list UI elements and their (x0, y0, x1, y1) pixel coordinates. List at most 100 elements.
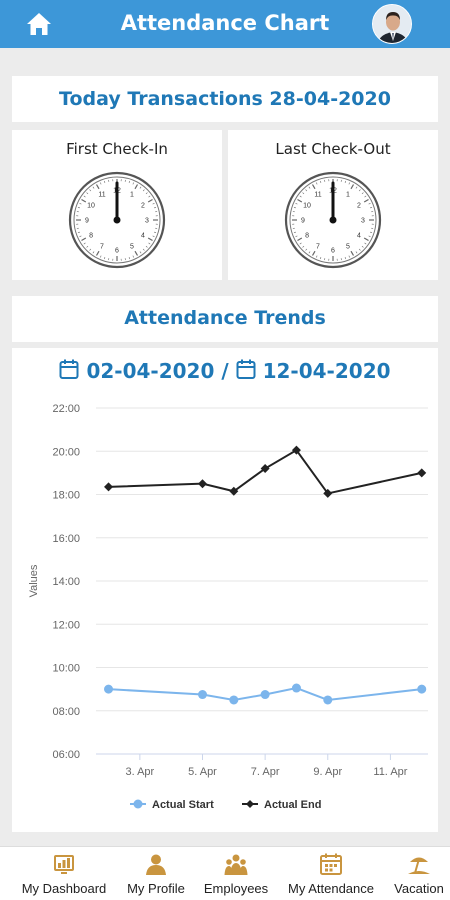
clock-tick (316, 255, 318, 258)
clock-tick (132, 255, 134, 258)
nav-label: My Attendance (288, 881, 374, 896)
data-point[interactable] (417, 468, 427, 478)
data-point[interactable] (260, 464, 270, 474)
data-point[interactable] (417, 684, 427, 694)
clock-tick (77, 207, 81, 209)
clock-tick (145, 192, 148, 195)
nav-my-attendance[interactable]: My Attendance (280, 853, 382, 896)
nav-label: Vacation (394, 881, 444, 896)
data-point[interactable] (104, 684, 114, 694)
data-point[interactable] (323, 695, 333, 705)
legend-item[interactable]: Actual End (242, 799, 321, 811)
clock-tick (368, 203, 371, 205)
clock-number: 5 (130, 243, 134, 250)
dashboard-icon (54, 855, 74, 874)
avatar[interactable] (372, 4, 412, 44)
clock-tick (134, 184, 139, 190)
clock-tick (145, 245, 148, 248)
clock-tick (302, 245, 305, 248)
clock-tick (79, 203, 82, 205)
nav-my-profile[interactable]: My Profile (120, 853, 192, 896)
clock-tick (363, 198, 369, 203)
data-point[interactable] (104, 482, 114, 492)
y-axis-label: Values (28, 564, 40, 597)
clock-tick (128, 180, 130, 184)
last-check-out-label: Last Check-Out (275, 140, 391, 158)
clock-tick (363, 237, 369, 242)
clock-tick (361, 245, 364, 248)
y-tick-label: 18:00 (52, 490, 80, 502)
clock-tick (147, 237, 153, 242)
first-check-in-label: First Check-In (66, 140, 168, 158)
clock-tick (344, 180, 346, 184)
data-point[interactable] (197, 479, 207, 489)
legend-label: Actual Start (152, 799, 214, 811)
clock-number: 4 (357, 233, 361, 240)
clock-tick (139, 186, 142, 189)
clock-tick (92, 251, 95, 254)
nav-label: My Profile (127, 881, 185, 896)
y-tick-label: 16:00 (52, 533, 80, 545)
bottom-navigation: My Dashboard My Profile Employees (0, 846, 450, 900)
clock-tick (299, 242, 302, 245)
clock-tick (142, 189, 145, 192)
today-transactions-title: Today Transactions 28-04-2020 (59, 88, 391, 110)
legend-label: Actual End (264, 799, 321, 811)
home-button[interactable] (24, 10, 54, 38)
y-tick-label: 08:00 (52, 706, 80, 718)
clock-tick (311, 250, 316, 256)
clock-tick (293, 231, 297, 233)
clock-number: 5 (346, 243, 350, 250)
x-tick-label: 7. Apr (251, 766, 280, 778)
attendance-icon (320, 853, 342, 875)
clock-tick (77, 231, 81, 233)
clock-tick (368, 235, 371, 237)
clock-center (329, 216, 337, 224)
data-point[interactable] (229, 486, 239, 496)
legend-item[interactable]: Actual Start (130, 799, 214, 811)
clock-tick (355, 186, 358, 189)
data-point[interactable] (291, 445, 301, 455)
clock-tick (142, 248, 145, 251)
clock-tick (81, 237, 87, 242)
clock-tick (358, 248, 361, 251)
date-range-to[interactable]: 12-04-2020 (262, 359, 391, 383)
clock-tick (81, 198, 87, 203)
clock-tick (148, 242, 151, 245)
first-check-in-clock: 121234567891011 (68, 171, 166, 269)
clock-number: 2 (357, 203, 361, 210)
clock-tick (344, 256, 346, 260)
date-range-from[interactable]: 02-04-2020 (86, 359, 215, 383)
clock-number: 4 (141, 233, 145, 240)
clock-tick (152, 203, 155, 205)
clock-tick (305, 189, 308, 192)
nav-employees[interactable]: Employees (198, 853, 274, 896)
nav-vacation[interactable]: Vacation (388, 853, 450, 896)
y-tick-label: 20:00 (52, 446, 80, 458)
clock-tick (89, 189, 92, 192)
data-point[interactable] (323, 488, 333, 498)
clock-tick (320, 256, 322, 260)
nav-my-dashboard[interactable]: My Dashboard (16, 853, 112, 896)
today-transactions-card: Today Transactions 28-04-2020 (12, 76, 438, 122)
x-tick-label: 3. Apr (125, 766, 154, 778)
clock-tick (311, 184, 316, 190)
data-point[interactable] (229, 695, 239, 705)
clock-number: 3 (361, 218, 365, 225)
clock-tick (350, 184, 355, 190)
clock-tick (293, 207, 297, 209)
clock-tick (95, 250, 100, 256)
legend-marker (133, 799, 143, 809)
first-check-in-card: First Check-In 121234567891011 (12, 130, 222, 280)
clock-number: 7 (316, 243, 320, 250)
date-range[interactable]: 02-04-2020 / 12-04-2020 (12, 358, 438, 383)
clock-tick (369, 207, 373, 209)
data-point[interactable] (291, 683, 301, 693)
user-photo-icon (373, 5, 411, 43)
clock-number: 10 (87, 203, 95, 210)
top-app-bar: Attendance Chart (0, 0, 450, 48)
data-point[interactable] (197, 690, 207, 700)
clock-number: 8 (305, 233, 309, 240)
calendar-icon (59, 359, 79, 379)
data-point[interactable] (260, 690, 270, 700)
